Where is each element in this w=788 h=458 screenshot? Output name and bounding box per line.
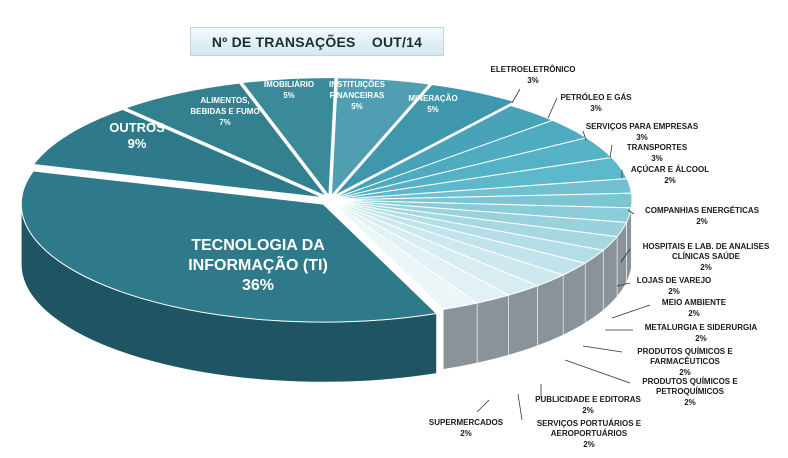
slice-value: 3% <box>590 104 602 113</box>
slice-label: SERVIÇOS PARA EMPRESAS <box>586 122 699 131</box>
pie-tops <box>20 77 633 323</box>
leader-line <box>511 88 521 104</box>
slice-side <box>508 285 538 356</box>
slice-side <box>537 274 564 347</box>
slice-label: SERVIÇOS PORTUÁRIOS E AEROPORTUÁRIOS <box>537 419 642 438</box>
slice-label: OUTROS <box>109 120 165 135</box>
slice-label: MEIO AMBIENTE <box>662 298 727 307</box>
slice-label: TRANSPORTES <box>627 143 688 152</box>
leader-line <box>616 282 631 287</box>
slice-value: 2% <box>582 406 594 415</box>
pie-slice <box>333 83 516 197</box>
slice-label: MINERAÇÃO <box>408 94 457 103</box>
slice-label: INSTITUIÇÕES FINANCEIRAS <box>329 80 386 100</box>
pie-slice <box>124 82 327 197</box>
slice-value: 2% <box>684 398 696 407</box>
leader-lines <box>476 88 651 421</box>
slice-label: AÇÚCAR E ÁLCOOL <box>631 165 709 174</box>
leader-line <box>547 97 558 119</box>
chart-title-text: Nº DE TRANSAÇÕES OUT/14 <box>211 33 423 50</box>
slice-value: 5% <box>283 91 295 100</box>
leader-line <box>476 399 490 413</box>
slice-value: 36% <box>242 277 274 294</box>
slice-value: 2% <box>583 440 595 449</box>
pie-slice <box>241 77 336 198</box>
slice-value: 3% <box>651 154 663 163</box>
slice-value: 2% <box>460 429 472 438</box>
slice-label: PRODUTOS QUÍMICOS E FARMACÊUTICOS <box>637 347 733 366</box>
pie-slice <box>330 77 431 198</box>
pie-sides <box>20 199 633 383</box>
slice-value: 3% <box>527 76 539 85</box>
slice-label: HOSPITAIS E LAB. DE ANALISES CLÍNICAS SAÚ… <box>643 242 770 261</box>
slice-label: PUBLICIDADE E EDITORAS <box>535 395 641 404</box>
leader-line <box>564 359 631 384</box>
leader-line <box>620 248 631 263</box>
slice-label: ELETROELETRÔNICO <box>491 65 576 74</box>
pie-slice <box>329 199 479 310</box>
slice-value: 9% <box>128 136 147 151</box>
leader-line <box>517 393 523 421</box>
slice-label: TECNOLOGIA DA INFORMAÇÃO (TI) <box>188 237 328 274</box>
slice-value: 5% <box>427 105 439 114</box>
slice-value: 2% <box>688 309 700 318</box>
slice-value: 2% <box>664 176 676 185</box>
leader-line <box>582 130 587 141</box>
slice-label: ALIMENTOS, BEBIDAS E FUMO <box>190 96 259 116</box>
slice-label: PRODUTOS QUÍMICOS E PETROQUÍMICOS <box>642 377 738 396</box>
slice-label: METALURGIA E SIDERURGIA <box>645 323 758 332</box>
slice-label: PETRÓLEO E GÁS <box>560 93 632 102</box>
leader-line <box>609 144 613 159</box>
slice-value: 2% <box>695 334 707 343</box>
leader-line <box>627 209 635 215</box>
slice-label: IMOBILIÁRIO <box>264 80 314 89</box>
slice-label: LOJAS DE VAREJO <box>637 276 712 285</box>
slice-label: COMPANHIAS ENERGÉTICAS <box>645 206 760 215</box>
leader-line <box>582 345 623 353</box>
slice-value: 2% <box>679 368 691 377</box>
slice-value: 5% <box>351 102 363 111</box>
chart-title: Nº DE TRANSAÇÕES OUT/14 <box>190 27 444 56</box>
pie-slice <box>20 170 438 323</box>
slice-value: 2% <box>696 217 708 226</box>
slice-value: 3% <box>636 133 648 142</box>
slice-value: 2% <box>700 263 712 272</box>
pie-slice <box>32 108 324 199</box>
slice-side <box>476 294 510 364</box>
slice-label: SUPERMERCADOS <box>429 418 504 427</box>
slice-value: 7% <box>219 118 231 127</box>
leader-line <box>611 304 651 319</box>
slice-side <box>442 302 478 370</box>
slice-value: 2% <box>668 287 680 296</box>
